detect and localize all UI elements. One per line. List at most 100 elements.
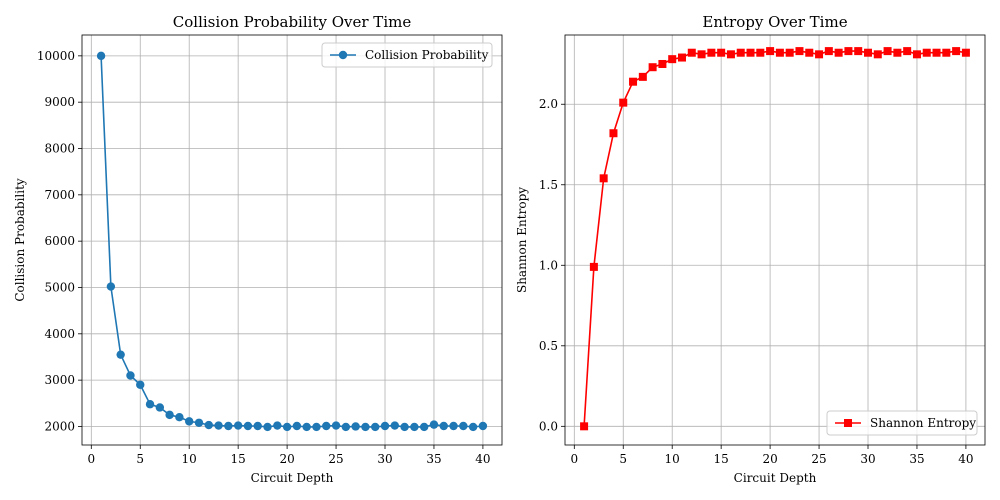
chart-1-data-point xyxy=(775,48,784,57)
chart-0-x-tick-label: 40 xyxy=(475,452,490,466)
chart-0-x-tick-label: 10 xyxy=(182,452,197,466)
chart-1-y-tick-label: 0.5 xyxy=(539,339,558,353)
chart-0-data-point xyxy=(175,413,184,422)
chart-0-x-tick-label: 20 xyxy=(279,452,294,466)
chart-1-x-tick-label: 30 xyxy=(860,452,875,466)
chart-1-legend: Shannon Entropy xyxy=(826,410,978,436)
chart-0-data-point xyxy=(449,421,458,431)
chart-0-data-point xyxy=(185,417,194,426)
chart-1-legend-marker xyxy=(844,419,852,427)
chart-0-data-point xyxy=(380,421,390,431)
chart-0-x-tick-label: 35 xyxy=(426,452,441,466)
chart-0-legend: Collision Probability xyxy=(321,42,493,68)
chart-0-data-point xyxy=(96,51,106,61)
chart-1-data-point xyxy=(726,50,735,59)
chart-1-data-point xyxy=(844,47,853,56)
chart-0-data-point xyxy=(410,422,419,432)
chart-0-y-tick-label: 2000 xyxy=(44,419,75,433)
chart-1-data-point xyxy=(766,47,775,56)
chart-0-data-point xyxy=(429,420,439,429)
chart-0-plot-frame xyxy=(81,34,503,446)
chart-0-x-tick-label: 30 xyxy=(377,452,392,466)
chart-1-data-point xyxy=(922,48,931,57)
chart-0-legend-label: Collision Probability xyxy=(365,48,489,62)
chart-1-x-tick-label: 35 xyxy=(909,452,924,466)
chart-1-data-point xyxy=(864,48,873,57)
chart-0-data-point xyxy=(302,422,311,432)
chart-1-data-point xyxy=(903,47,912,56)
chart-1-x-tick-label: 5 xyxy=(619,452,627,466)
chart-0-y-axis-label: Collision Probability xyxy=(13,178,27,302)
chart-1-x-tick-label: 40 xyxy=(958,452,973,466)
chart-0-x-tick-label: 25 xyxy=(328,452,343,466)
chart-0-x-axis-label: Circuit Depth xyxy=(251,471,334,485)
chart-1-data-point xyxy=(834,48,843,57)
chart-0-y-tick-label: 4000 xyxy=(44,327,75,341)
chart-1-data-point xyxy=(707,48,716,57)
chart-0-data-point xyxy=(233,421,243,430)
chart-1-data-point xyxy=(756,48,765,57)
chart-0-data-point xyxy=(224,421,233,431)
chart-0-series-line xyxy=(100,55,483,428)
chart-1-title: Entropy Over Time xyxy=(702,13,847,31)
chart-1-y-tick-label: 1.0 xyxy=(539,258,558,272)
chart-1-data-point xyxy=(961,48,970,57)
chart-0-data-point xyxy=(390,421,399,430)
chart-1-y-tick-label: 0.0 xyxy=(539,419,558,433)
chart-0-data-point xyxy=(371,422,380,432)
chart-0-data-point xyxy=(204,420,213,430)
chart-0-data-point xyxy=(331,421,341,430)
chart-0-data-point xyxy=(263,422,272,432)
chart-0-y-tick-label: 3000 xyxy=(44,373,75,387)
chart-0-data-point xyxy=(439,421,448,431)
chart-1-legend-box xyxy=(826,410,978,436)
chart-0-data-point xyxy=(106,282,116,291)
chart-0-x-tick-label: 5 xyxy=(136,452,144,466)
chart-1-data-point xyxy=(599,174,608,183)
chart-0-legend-marker xyxy=(338,50,348,60)
chart-1-data-point xyxy=(580,422,589,431)
chart-1-data-point xyxy=(746,48,755,57)
chart-1-data-point xyxy=(658,59,667,68)
chart-1-data-point xyxy=(687,48,696,57)
chart-0-legend-box xyxy=(321,42,493,68)
chart-0-x-tick-label: 15 xyxy=(231,452,246,466)
chart-1-data-point xyxy=(609,129,618,138)
chart-1-data-point xyxy=(912,50,921,59)
chart-1-data-point xyxy=(873,50,882,59)
chart-1-data-point xyxy=(932,48,941,57)
chart-1-data-point xyxy=(815,50,824,59)
chart-1-data-point xyxy=(736,48,745,57)
chart-0-data-point xyxy=(341,422,351,432)
chart-0-data-point xyxy=(400,422,409,432)
chart-1-data-point xyxy=(589,262,598,271)
chart-0-data-point xyxy=(351,422,360,431)
chart-0-y-tick-label: 6000 xyxy=(44,234,75,248)
chart-1-y-tick-label: 2.0 xyxy=(539,97,558,111)
chart-1-data-point xyxy=(805,48,814,57)
chart-0-title: Collision Probability Over Time xyxy=(173,13,412,31)
chart-0-data-point xyxy=(145,400,155,409)
chart-1-x-tick-label: 25 xyxy=(811,452,826,466)
chart-0-data-point xyxy=(155,403,165,412)
chart-0-y-tick-label: 5000 xyxy=(44,280,75,294)
chart-0-y-tick-label: 10000 xyxy=(37,49,75,63)
chart-0-data-point xyxy=(459,421,468,431)
chart-1-data-point xyxy=(717,48,726,57)
chart-1-y-tick-label: 1.5 xyxy=(539,178,558,192)
chart-0-data-point xyxy=(419,422,429,432)
chart-0-data-point xyxy=(214,421,223,430)
chart-0-data-point xyxy=(253,421,262,431)
entropy-chart: 0 5 10 15 20 25 30 35 40 0.0 0.5 1.0 1.5 2.0 Entropy O… xyxy=(515,13,986,485)
chart-1-data-point xyxy=(824,47,833,56)
chart-1-data-point xyxy=(893,48,902,57)
chart-1-data-point xyxy=(648,63,657,72)
chart-1-data-point xyxy=(952,47,961,56)
chart-0-data-point xyxy=(273,421,282,430)
chart-0-data-point xyxy=(282,422,292,432)
chart-1-data-point xyxy=(677,53,686,62)
chart-0-data-point xyxy=(312,422,321,432)
chart-1-legend-label: Shannon Entropy xyxy=(870,416,976,430)
chart-0-data-point xyxy=(322,421,331,431)
